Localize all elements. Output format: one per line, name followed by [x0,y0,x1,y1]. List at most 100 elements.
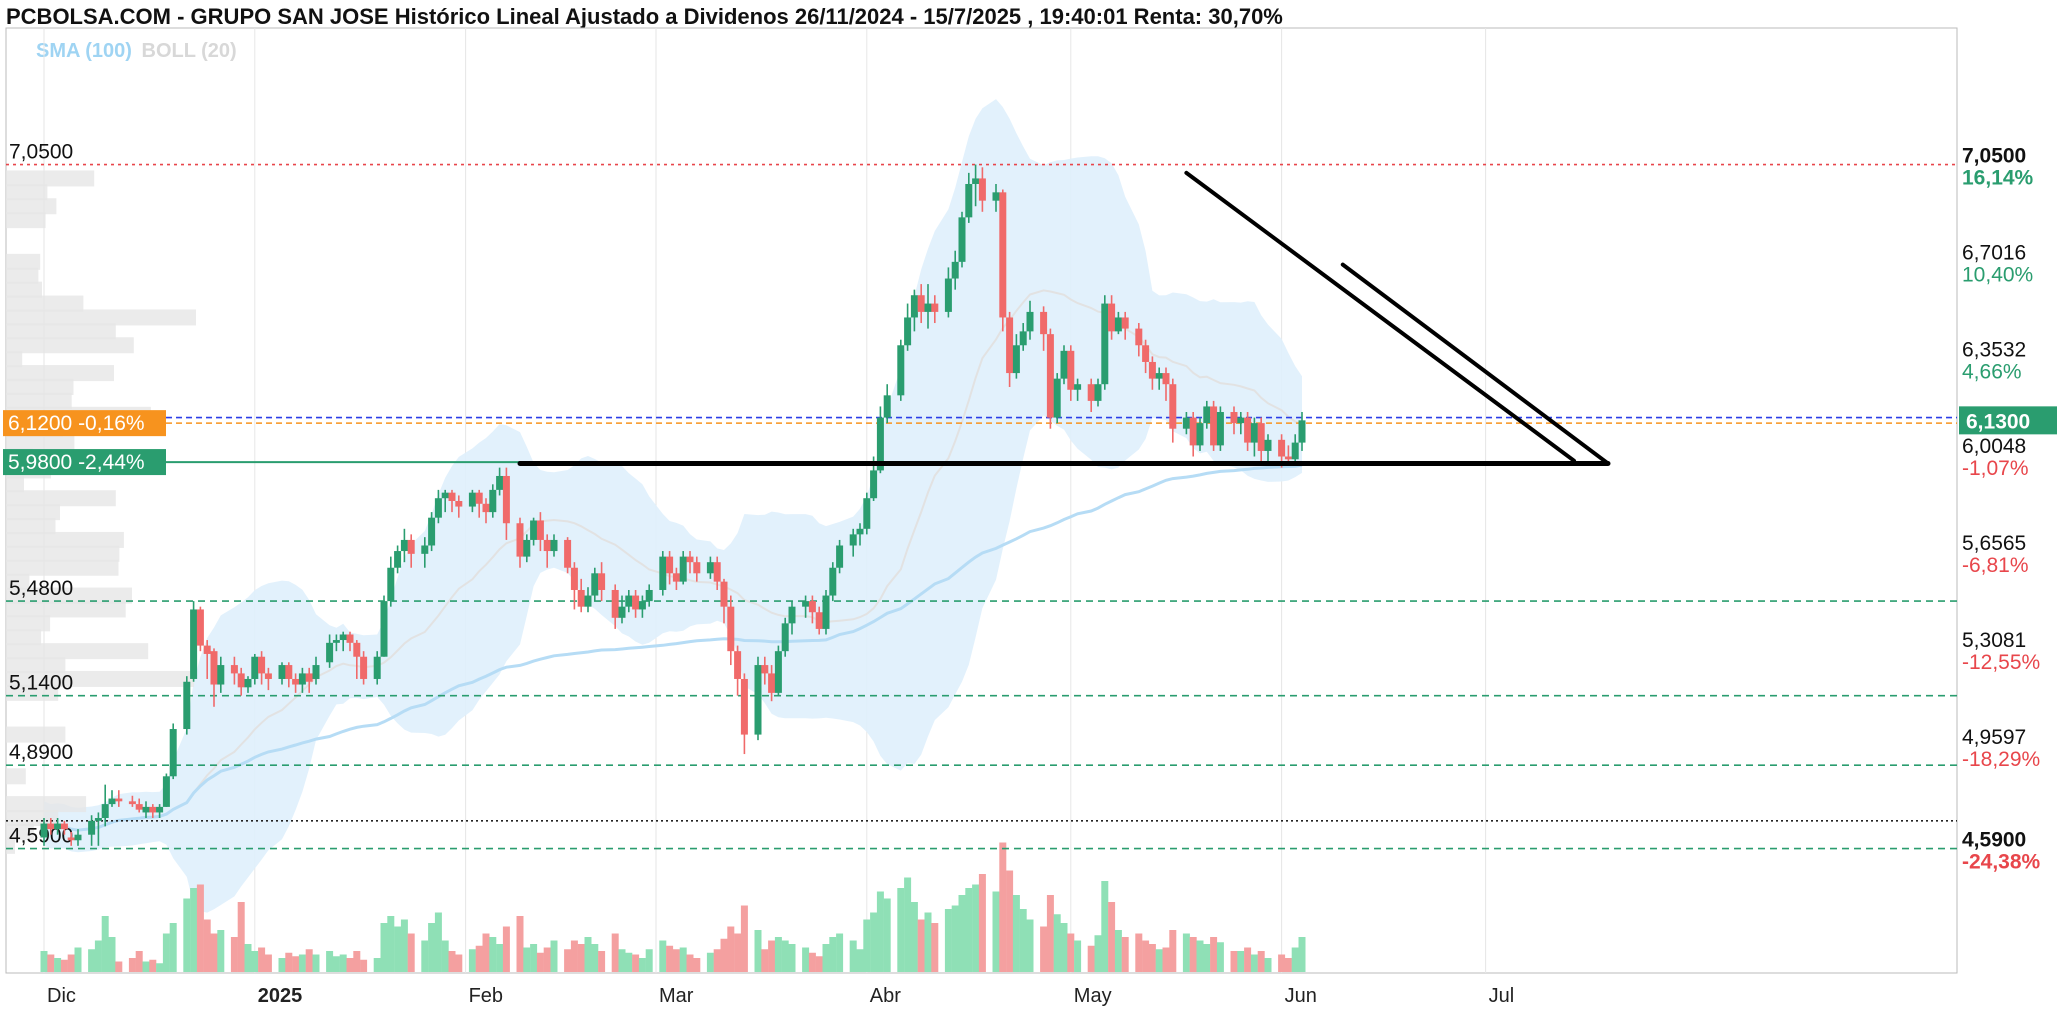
candle-body [972,178,980,184]
candle-body [1244,417,1252,443]
volume-profile-bar [6,323,116,340]
y-axis-pct-label: -6,81% [1962,554,2029,577]
volume-bar [978,874,986,972]
candle-body [1142,345,1150,362]
volume-bar [1053,914,1061,972]
volume-bar [1074,940,1082,972]
volume-bar [305,949,313,972]
candle-body [863,498,871,529]
candle-body [190,609,198,679]
volume-bar [475,945,483,972]
x-axis-label: Mar [659,985,694,1007]
volume-profile-bar [6,726,66,743]
volume-bar [285,952,293,972]
volume-bar [1169,930,1177,972]
candle-body [550,539,558,552]
volume-bar [360,959,368,972]
volume-profile-bar [6,476,24,493]
volume-bar [618,949,626,972]
y-axis-price-label: 6,0048 [1962,435,2026,458]
candle-body [876,417,884,471]
candle-body [904,317,912,346]
candle-body [849,534,857,546]
volume-bar [802,947,810,972]
candle-body [278,665,286,679]
volume-bar [489,937,497,972]
candle-body [1087,384,1095,401]
volume-bar [380,923,388,972]
volume-bar [278,958,286,972]
volume-profile-bar [6,657,66,674]
candle-body [394,551,402,568]
volume-profile-bar [6,337,134,354]
volume-bar [1278,954,1286,972]
y-axis-price-label: 7,0500 [1962,145,2026,168]
volume-bar [836,933,844,972]
candle-body [564,539,572,568]
volume-bar [577,944,585,972]
volume-profile-bar [6,810,59,827]
volume-bar [931,923,939,972]
volume-bar [1291,947,1299,972]
candle-body [434,498,442,518]
candle-body [713,562,721,582]
volume-profile-bar [6,823,34,840]
candle-body [149,806,157,813]
volume-bar [516,916,524,972]
volume-profile-bar [6,351,23,368]
volume-profile-bar [6,281,42,298]
candle-body [1012,345,1020,374]
candle-body [502,475,510,524]
volume-profile-bar [6,559,119,576]
candle-body [353,642,361,657]
candle-body [774,651,782,693]
volume-bar [679,947,687,972]
candle-body [142,806,150,813]
candle-body [74,834,82,841]
y-axis-price-label: 5,3081 [1962,629,2026,652]
candle-body [754,665,762,735]
volume-profile-bar [6,490,116,507]
volume-profile-bar [6,768,26,785]
candle-body [632,595,640,610]
volume-bar [1121,937,1129,972]
candle-body [740,678,748,735]
volume-profile-bar [6,309,196,326]
volume-profile-bar [6,434,75,451]
volume-bar [815,956,823,972]
candle-body [944,278,952,312]
candle-body [169,729,177,777]
y-axis-price-label: 4,9597 [1962,726,2026,749]
volume-bar [598,951,606,972]
volume-bar [1155,949,1163,972]
candle-body [924,303,932,312]
candle-body [577,589,585,607]
candle-body [1155,373,1163,379]
volume-profile-bar [6,518,56,535]
volume-bar [1148,944,1156,972]
volume-bar [863,919,871,972]
volume-bar [149,959,157,972]
volume-profile-bar [6,295,84,312]
candle-body [496,475,504,490]
volume-profile-bar [6,392,72,409]
volume-bar [720,938,728,972]
volume-bar [88,949,96,972]
volume-bar [570,940,578,972]
volume-bar [298,954,306,972]
volume-bar [958,895,966,972]
candle-body [101,804,109,819]
volume-bar [407,933,415,972]
x-axis-label: Feb [469,985,503,1007]
x-axis-label: Dic [47,985,76,1007]
volume-profile-bar [6,545,120,562]
candle-body [475,492,483,504]
volume-bar [666,945,674,972]
volume-bar [183,898,191,972]
candle-body [1006,317,1014,374]
volume-bar [74,947,82,972]
volume-bar [326,951,334,972]
candle-body [897,345,905,396]
volume-profile-bar [6,573,30,590]
volume-bar [441,940,449,972]
